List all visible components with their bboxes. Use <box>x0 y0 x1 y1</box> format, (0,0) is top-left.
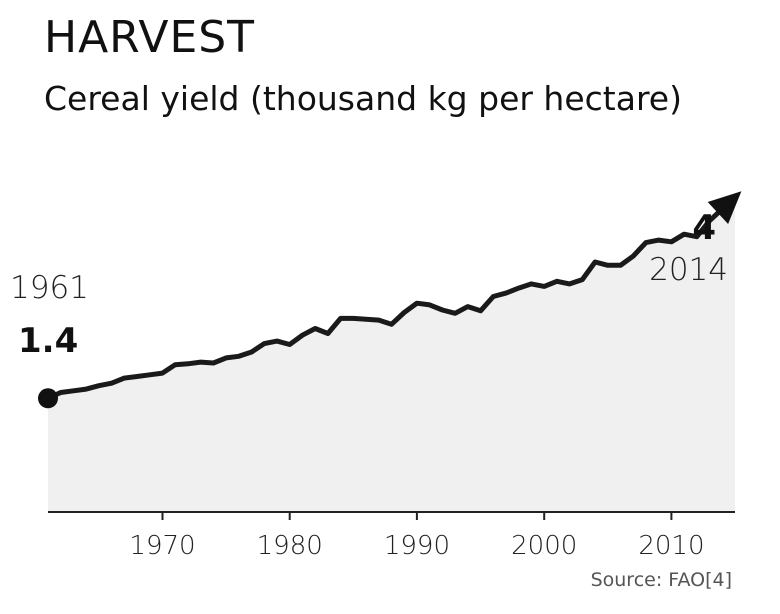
x-tick-label-2000: 2000 <box>511 531 577 561</box>
x-axis-ticks: 1970 1980 1990 2000 2010 <box>129 512 704 561</box>
start-point-marker <box>38 388 58 409</box>
x-tick-label-1970: 1970 <box>129 531 195 561</box>
source-note: Source: FAO[4] <box>591 569 732 591</box>
start-year-label: 1961 <box>10 270 89 306</box>
end-arrow-icon <box>707 191 742 224</box>
end-year-label: 2014 <box>649 252 728 288</box>
x-tick-label-1990: 1990 <box>384 531 450 561</box>
yield-line <box>45 206 725 401</box>
x-tick-label-1980: 1980 <box>257 531 323 561</box>
x-tick-label-2010: 2010 <box>638 531 704 561</box>
end-value-label: 4 <box>692 208 716 248</box>
yield-area <box>48 194 739 512</box>
chart-subtitle: Cereal yield (thousand kg per hectare) <box>44 79 682 118</box>
start-value-label: 1.4 <box>18 321 78 361</box>
chart-title: HARVEST <box>44 12 256 63</box>
